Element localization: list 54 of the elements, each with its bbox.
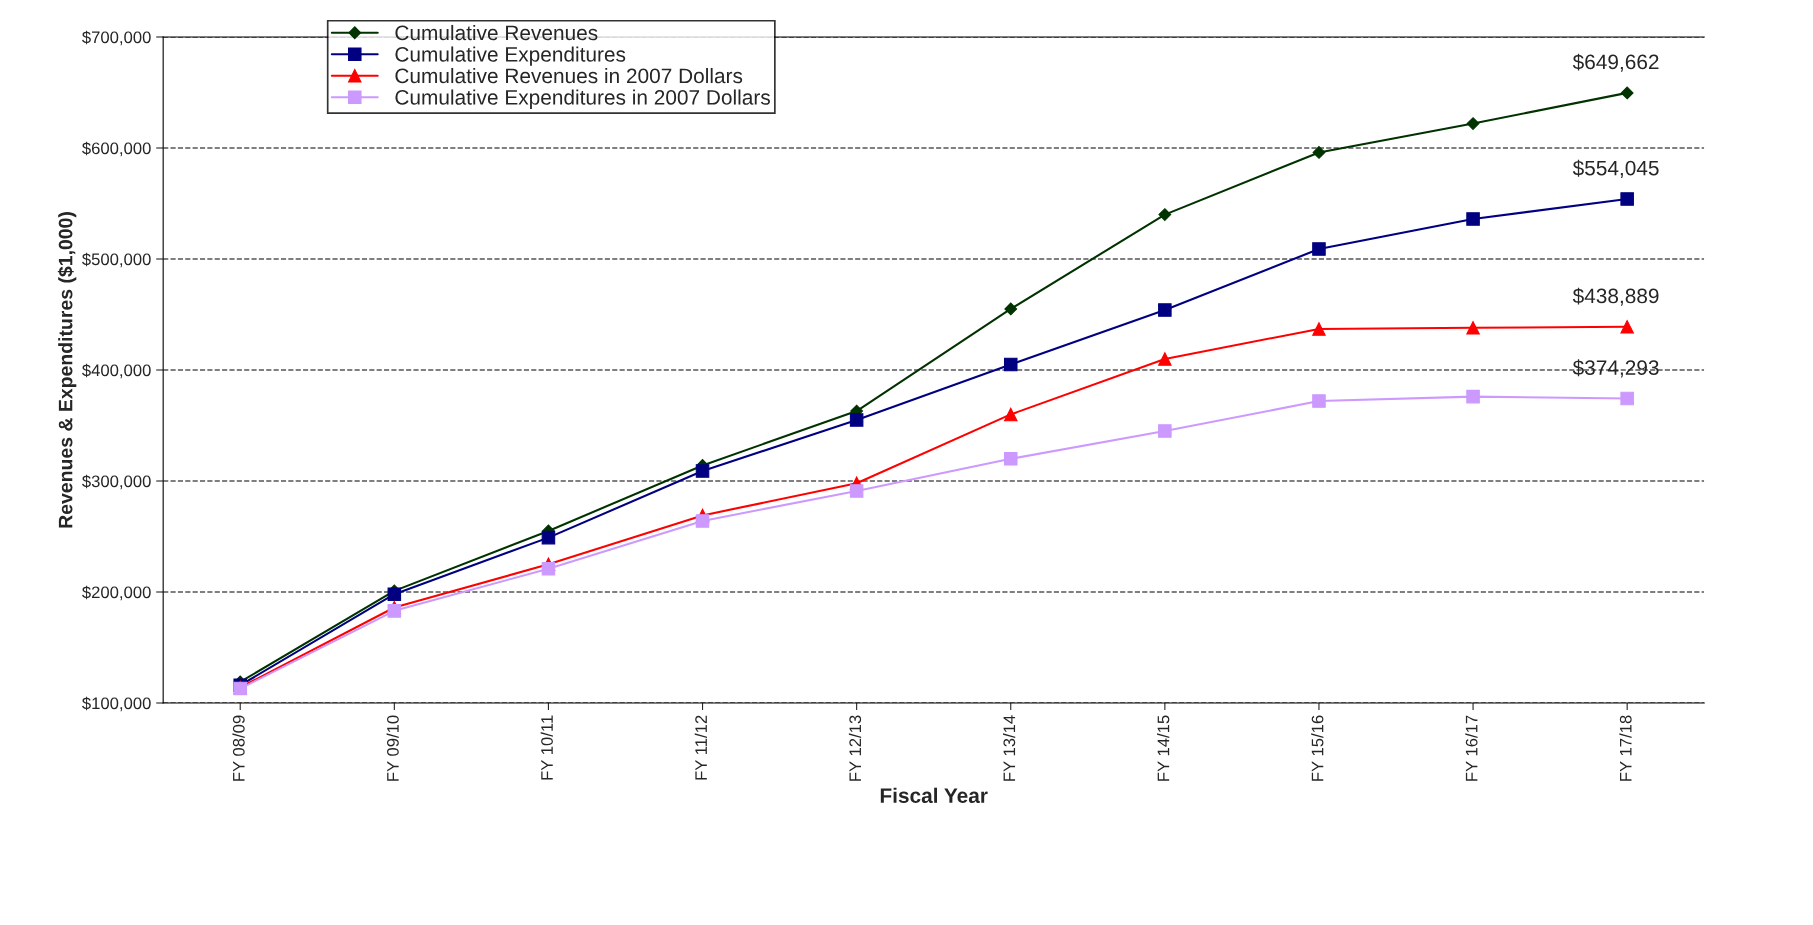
point [1620,391,1634,406]
point [1312,322,1326,336]
y-tick-label: $500,000 [82,252,151,268]
point [1158,352,1172,366]
point [1466,321,1480,335]
legend-label: Cumulative Expenditures [395,46,626,66]
x-tick-label: FY 15/16 [1311,715,1324,781]
legend-label: Cumulative Revenues [395,24,598,41]
y-axis-title: Revenues & Expenditures ($1,000) [57,212,77,528]
legend-label: Cumulative Revenues in 2007 Dollars [395,67,743,84]
point [1620,86,1634,100]
point [1158,208,1172,222]
data-label: $649,662 [1572,53,1659,72]
x-tick-label: FY 13/14 [1002,715,1016,781]
point [1312,242,1326,256]
point [1312,146,1326,159]
point [1003,452,1018,466]
x-tick-label: FY 12/13 [848,715,862,781]
point [387,604,402,618]
point [1312,394,1326,408]
point [541,561,556,576]
point [541,530,556,545]
point [1466,212,1480,226]
y-tick-label: $200,000 [82,585,151,601]
data-label: $438,889 [1572,287,1659,306]
x-tick-label: FY 08/09 [232,715,245,781]
point [695,514,710,528]
y-tick-label: $700,000 [82,30,151,46]
x-tick-label: FY 17/18 [1619,715,1632,781]
y-tick-label: $400,000 [82,363,151,379]
x-tick-label: FY 16/17 [1465,715,1478,781]
point [1158,424,1172,438]
data-label: $554,045 [1572,159,1659,178]
point [849,484,864,498]
point [1003,407,1018,422]
data-label: $374,293 [1572,359,1659,378]
point [1004,302,1018,316]
y-tick-label: $600,000 [82,141,151,157]
point [1466,117,1480,130]
point [1620,192,1634,206]
point [1620,320,1634,334]
y-tick-label: $300,000 [82,474,151,490]
point [1003,357,1018,372]
x-tick-label: FY 11/12 [694,715,708,780]
x-tick-label: FY 09/10 [386,715,399,781]
legend-label: Cumulative Expenditures in 2007 Dollars [395,89,770,109]
y-tick-label: $100,000 [82,696,151,712]
x-tick-label: FY 14/15 [1157,715,1170,781]
point [1158,303,1172,317]
x-tick-label: FY 10/11 [540,715,553,780]
x-axis-title: Fiscal Year [880,787,988,803]
point [849,413,864,427]
point [1466,389,1480,404]
point [695,464,710,478]
